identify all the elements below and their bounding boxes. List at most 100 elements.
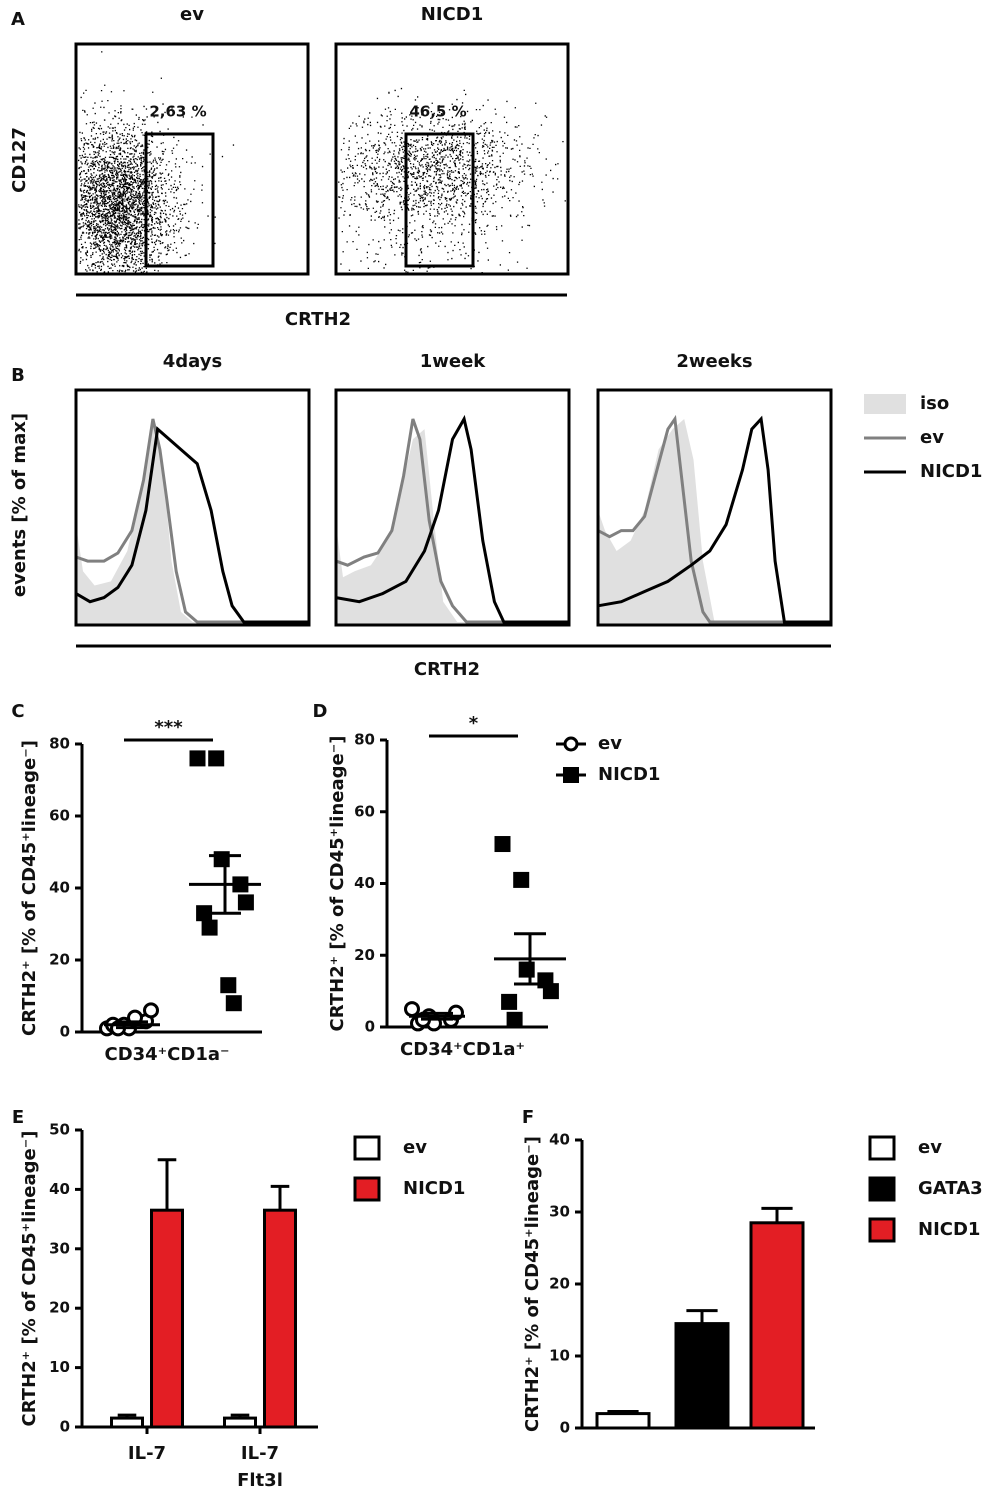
- data-point: [213, 851, 230, 868]
- data-point: [542, 983, 559, 1000]
- panel-letter: A: [11, 9, 25, 30]
- panel-title: NICD1: [421, 4, 483, 25]
- y-axis-label: CRTH2⁺ [% of CD45⁺lineage⁻]: [19, 740, 40, 1036]
- legend-swatch: [864, 394, 906, 414]
- histogram-line: [597, 415, 831, 624]
- legend-label: ev: [598, 733, 622, 754]
- significance-label: *: [469, 713, 479, 734]
- histogram-line: [335, 418, 569, 624]
- data-point: [143, 1002, 159, 1019]
- sem-bar: [421, 1011, 453, 1021]
- y-tick-label: 40: [49, 879, 70, 897]
- data-point: [518, 961, 535, 978]
- y-tick-label: 80: [354, 731, 375, 749]
- gate: [144, 132, 215, 268]
- y-tick-label: 60: [354, 802, 375, 820]
- legend-swatch: [868, 1176, 896, 1202]
- legend-swatch: [353, 1176, 381, 1202]
- gate-label: 46,5 %: [409, 103, 466, 121]
- panel-letter: B: [11, 365, 25, 386]
- sem-bar: [514, 932, 546, 986]
- panel-letter: E: [12, 1107, 24, 1128]
- data-point: [196, 905, 213, 922]
- y-axis-label: CD127: [9, 127, 30, 193]
- data-point: [237, 894, 254, 911]
- y-tick-label: 20: [549, 1275, 570, 1293]
- y-axis-label: CRTH2⁺ [% of CD45⁺lineage⁻]: [327, 736, 348, 1032]
- panel-title: 1week: [420, 351, 487, 372]
- bar: [263, 1208, 297, 1429]
- panel-title: ev: [180, 4, 204, 25]
- error-bar: [157, 1158, 177, 1211]
- sem-bar: [209, 854, 241, 915]
- gate-label: 2,63 %: [149, 103, 206, 121]
- data-point: [404, 1001, 420, 1018]
- bar: [150, 1208, 184, 1429]
- legend-label: iso: [920, 393, 949, 414]
- x-axis-label: CRTH2: [414, 659, 480, 680]
- gate: [404, 132, 475, 268]
- histogram-line: [75, 426, 309, 624]
- legend-label: NICD1: [598, 764, 660, 785]
- legend-label: NICD1: [920, 461, 982, 482]
- iso-area: [598, 419, 831, 625]
- legend-swatch: [868, 1135, 896, 1161]
- y-axis-label: events [% of max]: [9, 413, 30, 597]
- x-tick-label: Flt3l: [237, 1470, 283, 1491]
- data-point: [494, 836, 511, 853]
- legend-label: ev: [920, 427, 944, 448]
- histogram-line: [597, 414, 831, 624]
- bar: [110, 1416, 144, 1429]
- x-axis-label: CRTH2: [285, 309, 351, 330]
- legend-swatch: [868, 1217, 896, 1243]
- x-tick-label: IL-7: [241, 1443, 279, 1464]
- y-tick-label: 10: [549, 1347, 570, 1365]
- y-tick-label: 10: [49, 1358, 70, 1376]
- panel-title: 2weeks: [676, 351, 752, 372]
- y-axis-label: CRTH2⁺ [% of CD45⁺lineage⁻]: [522, 1136, 543, 1432]
- histogram-line: [75, 418, 309, 624]
- plot-frame: [334, 388, 571, 627]
- data-point: [225, 995, 242, 1012]
- plot-frame: [596, 388, 833, 627]
- data-point: [513, 871, 530, 888]
- bar: [595, 1412, 651, 1430]
- x-tick-label: IL-7: [128, 1443, 166, 1464]
- panel-letter: D: [313, 701, 328, 722]
- legend-label: ev: [403, 1137, 427, 1158]
- legend-label: NICD1: [403, 1178, 465, 1199]
- y-axis-label: CRTH2⁺ [% of CD45⁺lineage⁻]: [19, 1131, 40, 1427]
- plot-frame: [74, 42, 310, 276]
- error-bar: [270, 1184, 290, 1211]
- error-bar: [761, 1206, 793, 1223]
- data-point: [506, 1011, 523, 1028]
- y-tick-label: 80: [49, 735, 70, 753]
- y-tick-label: 20: [49, 1299, 70, 1317]
- y-tick-label: 30: [549, 1203, 570, 1221]
- legend-marker: [563, 736, 579, 752]
- legend-label: NICD1: [918, 1219, 980, 1240]
- legend-swatch: [353, 1135, 381, 1161]
- y-tick-label: 60: [49, 807, 70, 825]
- y-tick-label: 40: [49, 1180, 70, 1198]
- histogram-line: [335, 414, 569, 624]
- y-tick-label: 40: [549, 1131, 570, 1149]
- iso-area: [76, 419, 309, 625]
- plot-frame: [74, 388, 311, 627]
- sem-bar: [116, 1020, 148, 1030]
- bar: [749, 1221, 805, 1430]
- iso-area: [336, 429, 569, 625]
- bar: [223, 1416, 257, 1429]
- significance-label: ***: [154, 717, 183, 738]
- panel-letter: C: [11, 701, 24, 722]
- y-tick-label: 20: [354, 946, 375, 964]
- y-tick-label: 40: [354, 874, 375, 892]
- error-bar: [686, 1309, 718, 1324]
- plot-frame: [334, 42, 570, 276]
- density-dots: [78, 51, 235, 274]
- data-point: [501, 993, 518, 1010]
- legend-label: GATA3: [918, 1178, 983, 1199]
- data-point: [208, 750, 225, 767]
- data-point: [189, 750, 206, 767]
